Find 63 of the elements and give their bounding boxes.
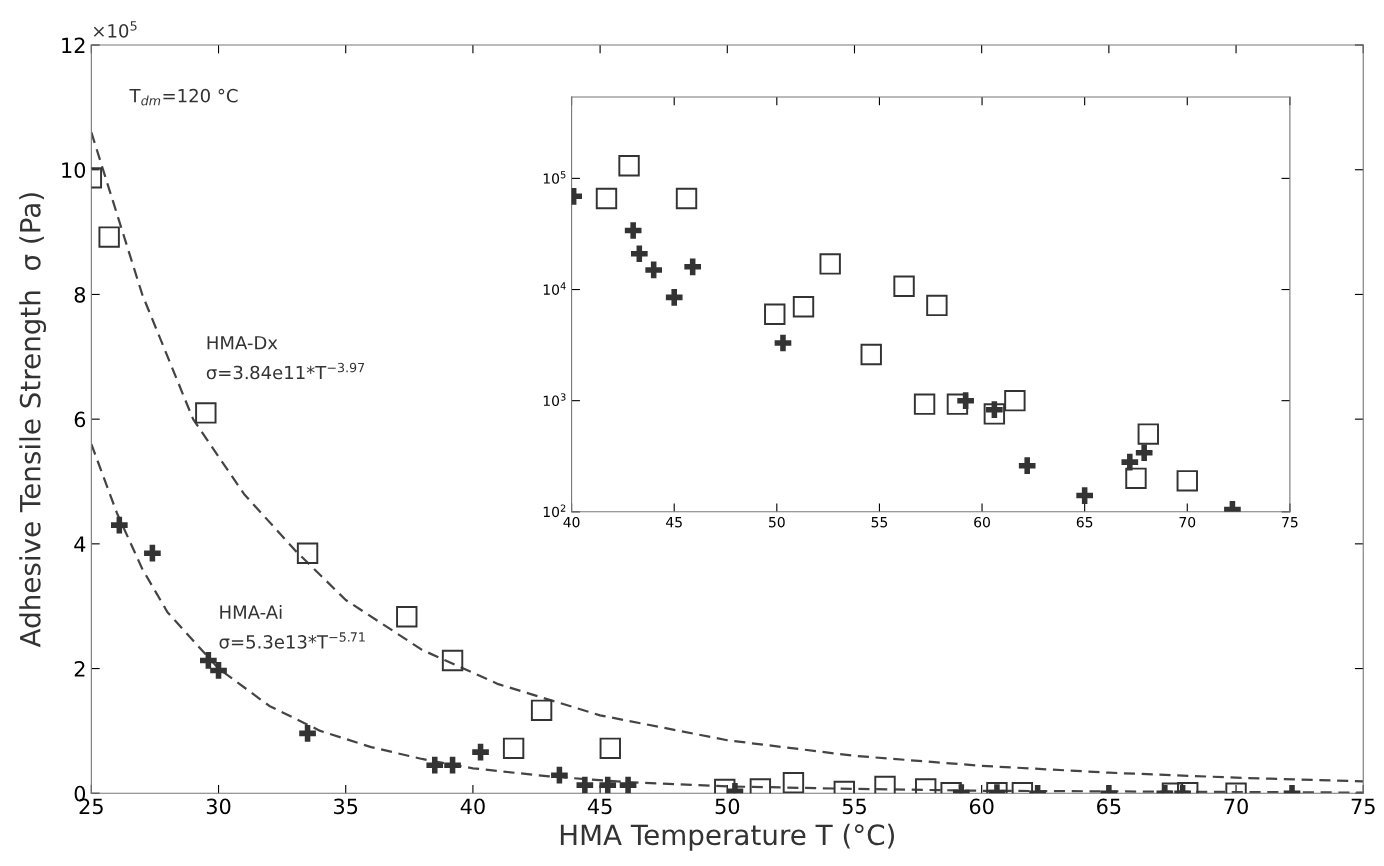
x-tick-label: 60 [974,516,990,528]
annotation: T$_{dm}$=120 °C [129,88,238,106]
y-tick-label: 6 [74,411,86,428]
point [645,261,663,279]
point [595,187,618,210]
x-tick-label: 35 [334,798,358,815]
y-tick-label: 10$^{5}$ [543,171,566,184]
y-tick-label: 10$^{4}$ [543,282,566,295]
point [764,303,786,325]
point [1176,470,1198,492]
annotation: σ=5.3e13*T$^{−5.71}$ [219,632,365,649]
point [774,334,792,352]
point [983,403,1006,425]
x-tick-label: 50 [715,798,740,815]
x-tick-label: 60 [969,798,994,815]
point [1137,423,1159,445]
y-tick-label: 10 [62,162,86,178]
annotation: σ=3.84e11*T$^{−3.97}$ [206,362,365,380]
x-tick-label: 40 [460,798,485,815]
x-tick-label: 55 [842,798,866,815]
point [1018,457,1036,475]
point [618,155,640,177]
point [675,187,698,210]
point [1121,453,1139,471]
point [819,253,841,275]
annotation: HMA-Dx [207,336,278,350]
y-tick-label: 10$^{3}$ [543,393,566,407]
point [624,222,642,239]
line-series [91,131,1364,783]
x-tick-label: 75 [1282,517,1298,528]
point [1125,467,1147,490]
x-tick-label: 45 [666,517,682,528]
point [630,245,648,263]
point [1135,444,1153,462]
x-tick-label: 40 [563,516,580,528]
x-tick-label: 45 [587,798,612,815]
y-axis-title: Adhesive Tensile Strength σ (Pa) [19,193,47,648]
y-tick-label: 4 [74,536,86,552]
point [946,393,969,415]
x-tick-label: 30 [206,798,231,815]
point [913,393,936,415]
text: ×10$^{5}$ [93,21,137,38]
x-tick-label: 50 [769,516,785,528]
x-tick-label: 65 [1097,798,1121,815]
x-axis-title: HMA Temperature T (°C) [560,823,895,851]
x-tick-label: 75 [1351,798,1375,815]
point [1004,389,1026,412]
y-tick-label: 10$^{2}$ [543,504,566,518]
y-tick-label: 12 [62,37,85,53]
point [792,296,815,318]
x-tick-label: 70 [1224,798,1248,815]
point [860,343,882,366]
point [665,289,683,306]
annotation: HMA-Ai [220,604,282,619]
x-tick-label: 70 [1179,516,1196,528]
x-tick-label: 55 [871,517,888,528]
point [893,275,915,297]
y-tick-label: 8 [74,286,86,303]
x-tick-label: 65 [1076,516,1093,528]
point [684,258,702,276]
point [1076,487,1093,504]
point [926,294,948,317]
y-tick-label: 2 [74,661,85,677]
